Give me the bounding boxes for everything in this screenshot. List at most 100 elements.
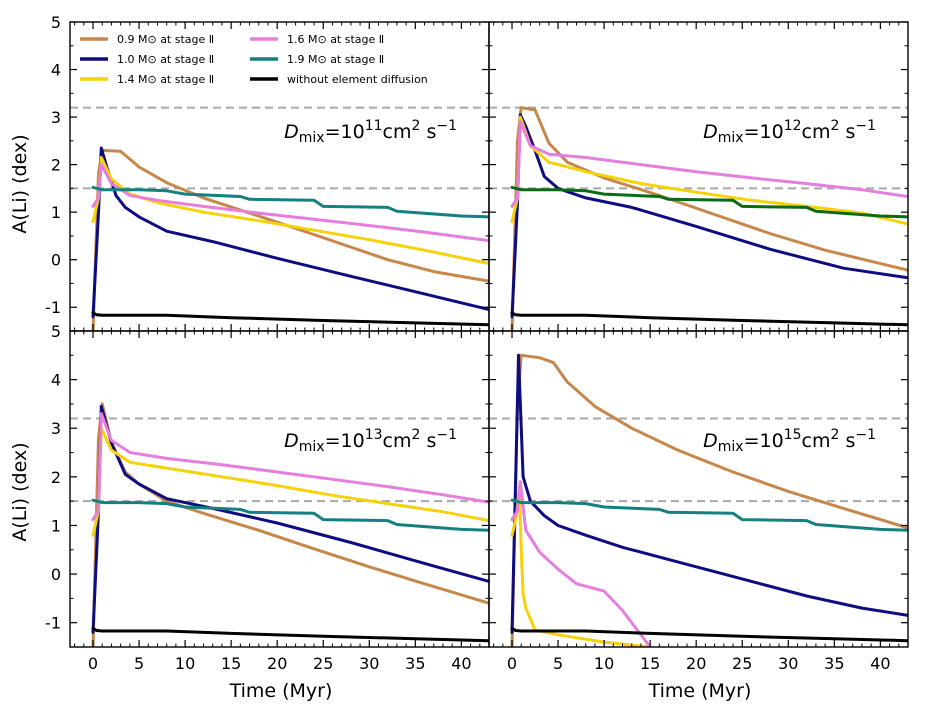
series-line-5 bbox=[510, 185, 908, 219]
x-tick-label: 0 bbox=[88, 654, 98, 673]
series-line-4 bbox=[510, 120, 908, 208]
legend: 0.9 M⊙ at stage Ⅱ 1.0 M⊙ at stage Ⅱ 1.4 M⊙… bbox=[80, 33, 428, 86]
panel-label: Dmix=1012cm2 s−1 bbox=[703, 118, 876, 146]
series-line-4 bbox=[91, 163, 489, 243]
panel-label-unit2_exp: −1 bbox=[436, 427, 457, 443]
panel-label-unit1_exp: 2 bbox=[830, 118, 839, 134]
legend-label-1: 0.9 M⊙ at stage Ⅱ bbox=[117, 33, 214, 46]
y-tick-label: 3 bbox=[51, 419, 61, 438]
x-tick-label: 15 bbox=[221, 654, 241, 673]
x-tick-label: 25 bbox=[732, 654, 752, 673]
panel-label-unit2: s bbox=[839, 430, 855, 452]
panel-label-unit2_exp: −1 bbox=[855, 118, 876, 134]
panel-label-base: =10 bbox=[325, 430, 365, 452]
panel-label-sym: D bbox=[703, 121, 718, 143]
y-tick-label: 5 bbox=[51, 322, 61, 341]
panel-label-unit1: cm bbox=[383, 121, 412, 143]
panel-label-unit1_exp: 2 bbox=[830, 427, 839, 443]
panel-label-unit1: cm bbox=[802, 121, 831, 143]
panel-label-exp: 15 bbox=[784, 427, 802, 443]
series-line-2 bbox=[91, 146, 489, 319]
series-line-4 bbox=[510, 480, 652, 647]
series-line-3 bbox=[510, 485, 652, 647]
series-group bbox=[91, 402, 489, 647]
series-line-6 bbox=[91, 627, 489, 643]
x-tick-label: 40 bbox=[870, 654, 890, 673]
panel-label-base: =10 bbox=[744, 121, 784, 143]
panel-label: Dmix=1011cm2 s−1 bbox=[284, 118, 457, 146]
series-line-5 bbox=[510, 498, 908, 532]
panel-label-unit2: s bbox=[420, 430, 436, 452]
panel-label-sub: mix bbox=[718, 130, 744, 146]
x-tick-label: 10 bbox=[594, 654, 614, 673]
y-axis-label-top: A(Li) (dex) bbox=[9, 134, 31, 233]
panel-label-unit2: s bbox=[420, 121, 436, 143]
panel-label-unit2_exp: −1 bbox=[436, 118, 457, 134]
panel-label-sym: D bbox=[284, 430, 299, 452]
y-tick-label: 4 bbox=[51, 61, 61, 80]
x-tick-label: 35 bbox=[405, 654, 425, 673]
x-tick-label: 15 bbox=[640, 654, 660, 673]
y-tick-label: 2 bbox=[51, 468, 61, 487]
panel-label-sub: mix bbox=[299, 439, 325, 455]
y-tick-label: 5 bbox=[51, 13, 61, 32]
legend-label-4: 1.6 M⊙ at stage Ⅱ bbox=[287, 33, 384, 46]
x-tick-label: 20 bbox=[267, 654, 287, 673]
y-tick-label: 0 bbox=[51, 251, 61, 270]
series-line-6 bbox=[91, 311, 489, 327]
panel-label-sub: mix bbox=[299, 130, 325, 146]
panel-label-base: =10 bbox=[325, 121, 365, 143]
legend-label-5: 1.9 M⊙ at stage Ⅱ bbox=[287, 53, 384, 66]
panel-label-unit1_exp: 2 bbox=[411, 118, 420, 134]
series-line-1 bbox=[510, 353, 908, 647]
panel-frame bbox=[488, 330, 909, 648]
legend-label-2: 1.0 M⊙ at stage Ⅱ bbox=[117, 53, 214, 66]
x-tick-label: 25 bbox=[313, 654, 333, 673]
x-tick-label: 20 bbox=[686, 654, 706, 673]
series-line-5 bbox=[91, 185, 489, 219]
series-line-4 bbox=[91, 412, 489, 522]
series-line-6 bbox=[510, 311, 908, 327]
legend-label-6: without element diffusion bbox=[287, 73, 428, 86]
series-line-2 bbox=[510, 113, 908, 319]
panel-label-sym: D bbox=[703, 430, 718, 452]
y-tick-label: 4 bbox=[51, 371, 61, 390]
y-tick-label: -1 bbox=[45, 298, 61, 317]
panel-label-sym: D bbox=[284, 121, 299, 143]
series-line-1 bbox=[91, 148, 489, 331]
y-tick-label: 1 bbox=[51, 203, 61, 222]
series-line-1 bbox=[91, 402, 489, 647]
panel-label-exp: 12 bbox=[784, 118, 802, 134]
series-line-1 bbox=[510, 106, 908, 331]
y-tick-label: 2 bbox=[51, 156, 61, 175]
series-group bbox=[510, 353, 908, 647]
x-tick-label: 5 bbox=[134, 654, 144, 673]
panel-frame bbox=[488, 21, 909, 332]
x-tick-label: 35 bbox=[824, 654, 844, 673]
x-tick-label: 5 bbox=[553, 654, 563, 673]
y-tick-label: -1 bbox=[45, 614, 61, 633]
x-tick-label: 0 bbox=[507, 654, 517, 673]
x-tick-label: 10 bbox=[175, 654, 195, 673]
x-tick-label: 30 bbox=[359, 654, 379, 673]
panel-label-unit2: s bbox=[839, 121, 855, 143]
x-axis-label-left: Time (Myr) bbox=[229, 680, 333, 702]
legend-label-3: 1.4 M⊙ at stage Ⅱ bbox=[117, 73, 214, 86]
series-line-6 bbox=[510, 627, 908, 643]
series-group bbox=[510, 106, 908, 331]
series-line-5 bbox=[91, 498, 489, 532]
series-group bbox=[91, 146, 489, 331]
x-axis-label-right: Time (Myr) bbox=[648, 680, 752, 702]
series-line-2 bbox=[510, 353, 908, 634]
panel-frame bbox=[69, 21, 490, 332]
panel-label-unit1: cm bbox=[802, 430, 831, 452]
x-tick-label: 40 bbox=[451, 654, 471, 673]
panel-label-exp: 13 bbox=[365, 427, 383, 443]
x-tick-label: 30 bbox=[778, 654, 798, 673]
y-tick-label: 0 bbox=[51, 565, 61, 584]
y-tick-label: 1 bbox=[51, 516, 61, 535]
panel-label-unit1_exp: 2 bbox=[411, 427, 420, 443]
